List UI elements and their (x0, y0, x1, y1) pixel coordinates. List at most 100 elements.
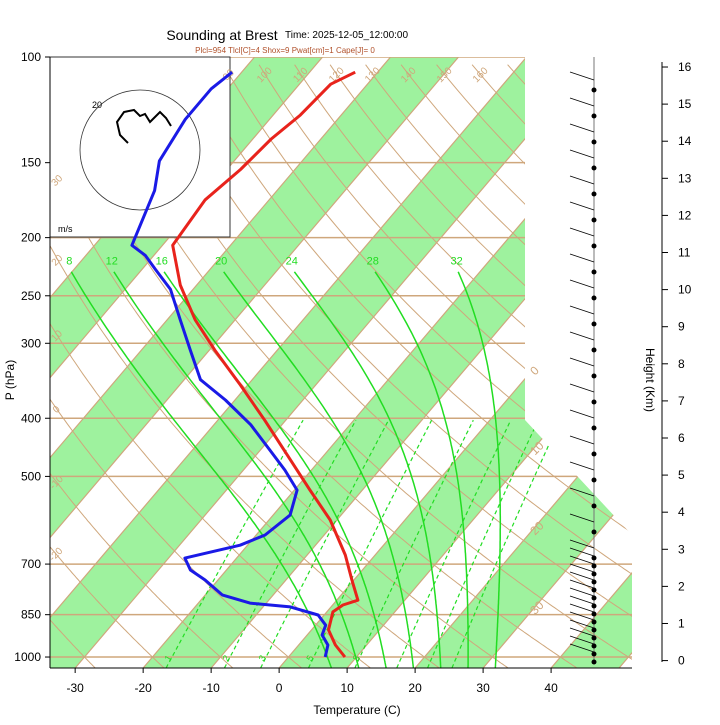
y2-tick-label: 2 (678, 579, 685, 593)
barb-dot (592, 400, 597, 405)
y2-tick-label: 7 (678, 394, 685, 408)
x-tick-label: 30 (476, 681, 490, 695)
mixing-ratio-label: 2 (221, 653, 232, 662)
barb-dot (592, 218, 597, 223)
moist-adiabat-label: 32 (450, 255, 462, 267)
barb-dot (592, 270, 597, 275)
barb-dot (592, 374, 597, 379)
barb-dot (592, 556, 597, 561)
barb-dot (592, 166, 597, 171)
x-tick-label: -20 (134, 681, 152, 695)
band (687, 57, 720, 668)
barb (570, 612, 594, 620)
barb-dot (592, 644, 597, 649)
barb-dot (592, 426, 597, 431)
y2-tick-label: 8 (678, 357, 685, 371)
mixing-ratio-label: 3 (257, 653, 268, 662)
x-tick-label: 20 (408, 681, 422, 695)
barb-dot (592, 114, 597, 119)
barb (570, 580, 594, 588)
y-tick-label: 850 (21, 608, 41, 622)
barb-dot (592, 588, 597, 593)
barb (570, 604, 594, 612)
y-tick-label: 200 (21, 231, 41, 245)
barb-dot (592, 530, 597, 535)
isotherm (687, 57, 720, 668)
annotation: Plcl=954 Tlcl[C]=4 Shox=9 Pwat[cm]=1 Cap… (195, 46, 375, 55)
y2-tick-label: 9 (678, 320, 685, 334)
barb-dot (592, 478, 597, 483)
dry-adiabat-label: 20 (50, 253, 66, 269)
dry-adiabat-label: 0 (51, 404, 63, 416)
x-tick-label: -10 (202, 681, 220, 695)
isotherm-label: 0 (527, 363, 542, 378)
x-tick-label: 10 (340, 681, 354, 695)
moist-adiabat-label: 28 (367, 255, 379, 267)
x-tick-label: 40 (544, 681, 558, 695)
y2-tick-label: 15 (678, 97, 692, 111)
barb-dot (592, 596, 597, 601)
barb (570, 98, 594, 106)
barb-dot (592, 660, 597, 665)
barb-dot (592, 620, 597, 625)
barb (570, 588, 594, 596)
y2-tick-label: 0 (678, 654, 685, 668)
y2-tick-label: 10 (678, 283, 692, 297)
y2-tick-label: 14 (678, 134, 692, 148)
barb-dot (592, 192, 597, 197)
barb (570, 124, 594, 132)
isotherm (551, 57, 720, 668)
y2-tick-label: 16 (678, 60, 692, 74)
y-tick-label: 700 (21, 557, 41, 571)
barb-dot (592, 504, 597, 509)
y-tick-label: 1000 (14, 650, 41, 664)
moist-adiabat-label: 16 (156, 255, 168, 267)
y2-tick-label: 5 (678, 468, 685, 482)
x-tick-label: 0 (276, 681, 283, 695)
barb (570, 72, 594, 80)
y-axis-label: P (hPa) (3, 360, 17, 400)
barb (570, 436, 594, 444)
dry-adiabat-label: 160 (471, 65, 491, 85)
y2-tick-label: 13 (678, 171, 692, 185)
barb-dot (592, 604, 597, 609)
y-tick-label: 250 (21, 289, 41, 303)
moist-adiabat-label: 8 (66, 255, 72, 267)
moist-adiabat-label: 20 (215, 255, 227, 267)
barb-dot (592, 244, 597, 249)
barb-dot (592, 636, 597, 641)
barb (570, 358, 594, 366)
y-tick-label: 500 (21, 469, 41, 483)
barb (570, 150, 594, 158)
barb (570, 202, 594, 210)
barb (570, 564, 594, 572)
x-tick-label: -30 (66, 681, 84, 695)
barb-dot (592, 296, 597, 301)
y2-tick-label: 12 (678, 208, 692, 222)
y2-tick-label: 3 (678, 542, 685, 556)
barb-dot (592, 572, 597, 577)
barb (570, 384, 594, 392)
y2-axis-label: Height (Km) (643, 348, 657, 412)
hodograph-label: 20 (92, 100, 102, 110)
barb-dot (592, 452, 597, 457)
y2-tick-label: 11 (678, 246, 691, 260)
barb (570, 332, 594, 340)
y-tick-label: 300 (21, 336, 41, 350)
barb (570, 572, 594, 580)
chart-title: Sounding at Brest (166, 27, 277, 43)
barb-dot (592, 140, 597, 145)
barb-dot (592, 322, 597, 327)
barb-dot (592, 628, 597, 633)
barb-dot (592, 652, 597, 657)
barb (570, 410, 594, 418)
band (551, 57, 720, 668)
y2-tick-label: 4 (678, 505, 685, 519)
barb (570, 176, 594, 184)
barb-dot (592, 88, 597, 93)
hodograph-unit: m/s (58, 224, 73, 234)
barb-dot (592, 580, 597, 585)
x-axis-label: Temperature (C) (313, 703, 400, 717)
y2-tick-label: 6 (678, 431, 685, 445)
